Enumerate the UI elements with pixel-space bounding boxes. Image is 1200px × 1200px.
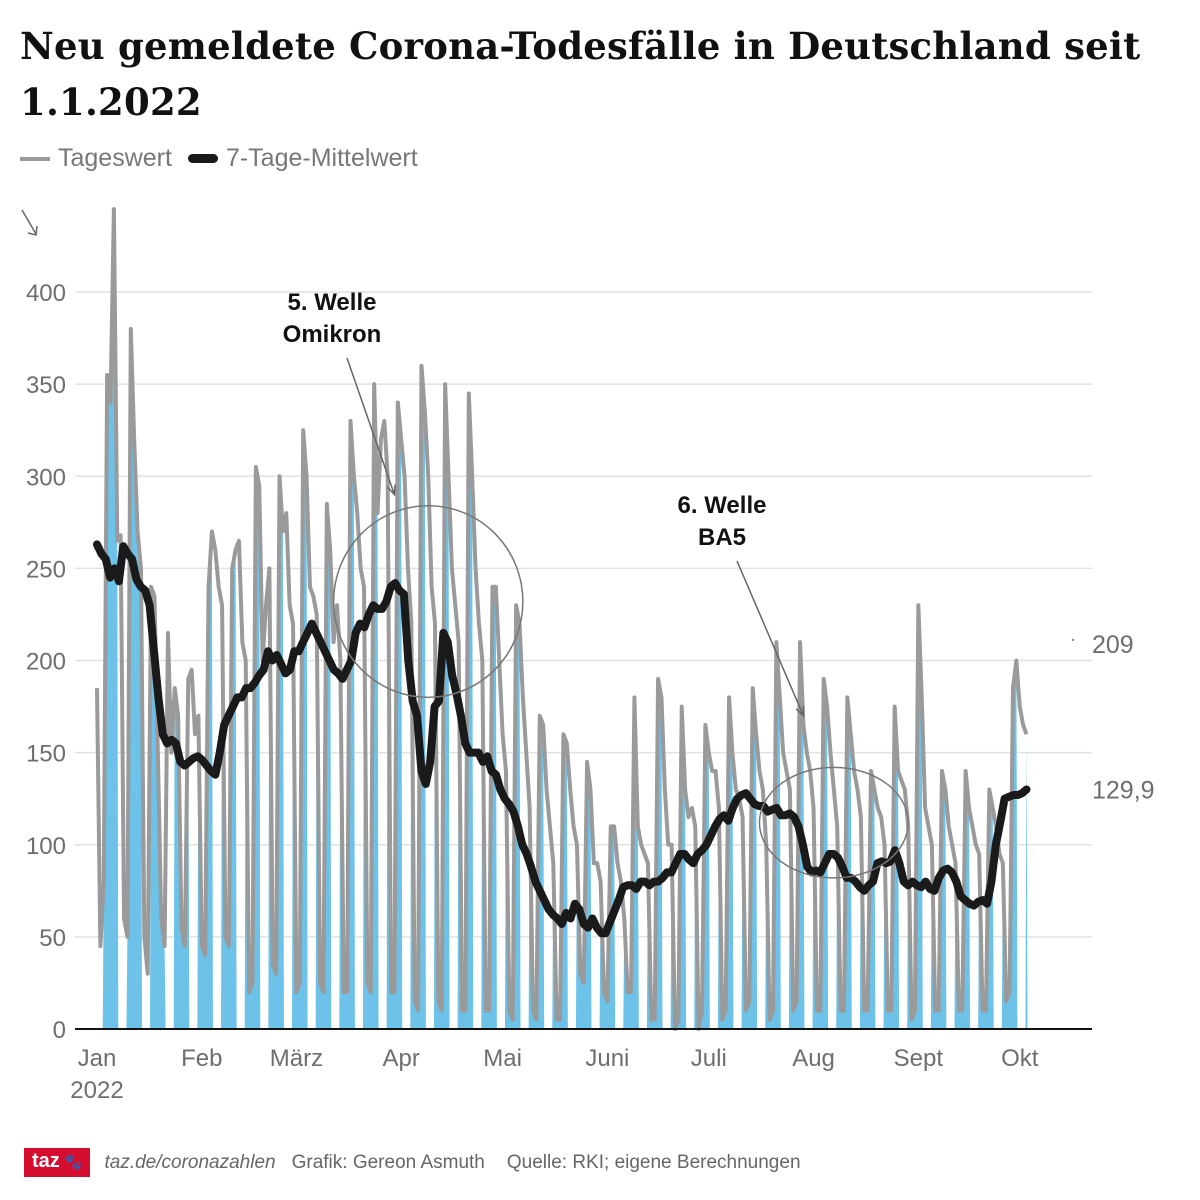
end-label-daily: 209 xyxy=(1092,631,1134,659)
taz-logo[interactable]: taz 🐾 xyxy=(24,1148,91,1177)
end-dot xyxy=(1071,638,1075,642)
arrow-head-icon xyxy=(795,705,805,718)
x-tick-label: März xyxy=(270,1045,323,1072)
weekday-bar xyxy=(1025,734,1028,1029)
x-tick-label: Feb xyxy=(181,1045,222,1072)
y-tick-label: 250 xyxy=(26,556,66,583)
scroll-hint-arrow-icon xyxy=(21,209,38,236)
x-tick-label: Okt xyxy=(1001,1045,1039,1072)
x-tick-label: Aug xyxy=(792,1045,835,1072)
annotation-label: Omikron xyxy=(283,321,382,348)
legend: Tageswert 7-Tage-Mittelwert xyxy=(20,144,418,173)
annotation-circle xyxy=(332,504,524,699)
annotation-arrow xyxy=(346,357,396,495)
annotation-circle xyxy=(758,766,909,879)
annotation-label: 5. Welle xyxy=(288,289,377,316)
chart-title: Neu gemeldete Corona-Todesfälle in Deuts… xyxy=(20,24,1141,124)
credit-text: Grafik: Gereon Asmuth xyxy=(291,1151,485,1173)
source-link[interactable]: taz.de/coronazahlen xyxy=(104,1151,276,1173)
y-tick-label: 100 xyxy=(26,833,66,860)
x-tick-label: Mai xyxy=(483,1045,522,1072)
x-tick-label: Juli xyxy=(691,1045,727,1072)
avg-series xyxy=(93,540,1031,938)
y-tick-label: 400 xyxy=(26,280,66,307)
y-tick-label: 200 xyxy=(26,649,66,676)
annotation-label: 6. Welle xyxy=(678,492,767,519)
x-axis: Jan 2022 Feb März Apr Mai Juni Juli Aug Sept Okt xyxy=(70,1028,1092,1104)
end-labels: 209 129,9 xyxy=(1071,631,1155,804)
legend-daily-label: Tageswert xyxy=(58,144,172,172)
x-tick-label: Sept xyxy=(894,1045,944,1072)
source-text: Quelle: RKI; eigene Berechnungen xyxy=(506,1151,801,1173)
annotation-arrow xyxy=(736,560,805,717)
footer: taz 🐾 taz.de/coronazahlen Grafik: Gereon… xyxy=(24,1148,801,1177)
legend-avg-swatch xyxy=(187,154,218,163)
end-label-avg: 129,9 xyxy=(1092,776,1155,804)
x-tick-label: Jan xyxy=(78,1045,117,1072)
legend-avg-label: 7-Tage-Mittelwert xyxy=(225,144,418,172)
logo-text: taz xyxy=(32,1150,60,1172)
y-tick-label: 300 xyxy=(26,464,66,491)
daily-line xyxy=(95,207,1029,1031)
daily-series xyxy=(95,207,1029,1031)
chart-area: 0 50 100 150 200 250 300 350 400 Jan 2022 Feb März A… xyxy=(21,207,1155,1104)
y-tick-label: 50 xyxy=(39,925,66,952)
annotations: 5. Welle Omikron 6. Welle BA5 xyxy=(283,289,909,879)
paw-icon: 🐾 xyxy=(63,1153,83,1171)
y-tick-label: 150 xyxy=(26,741,66,768)
x-tick-label: Apr xyxy=(383,1045,420,1072)
arrow-head-icon xyxy=(387,484,396,497)
x-tick-label: Juni xyxy=(585,1045,629,1072)
y-axis-ticks: 0 50 100 150 200 250 300 350 400 xyxy=(26,280,66,1044)
x-tick-year: 2022 xyxy=(70,1077,123,1104)
annotation-label: BA5 xyxy=(698,524,746,551)
legend-daily-swatch xyxy=(20,156,50,161)
y-tick-label: 0 xyxy=(53,1017,66,1044)
avg-line xyxy=(93,540,1031,938)
y-tick-label: 350 xyxy=(26,372,66,399)
